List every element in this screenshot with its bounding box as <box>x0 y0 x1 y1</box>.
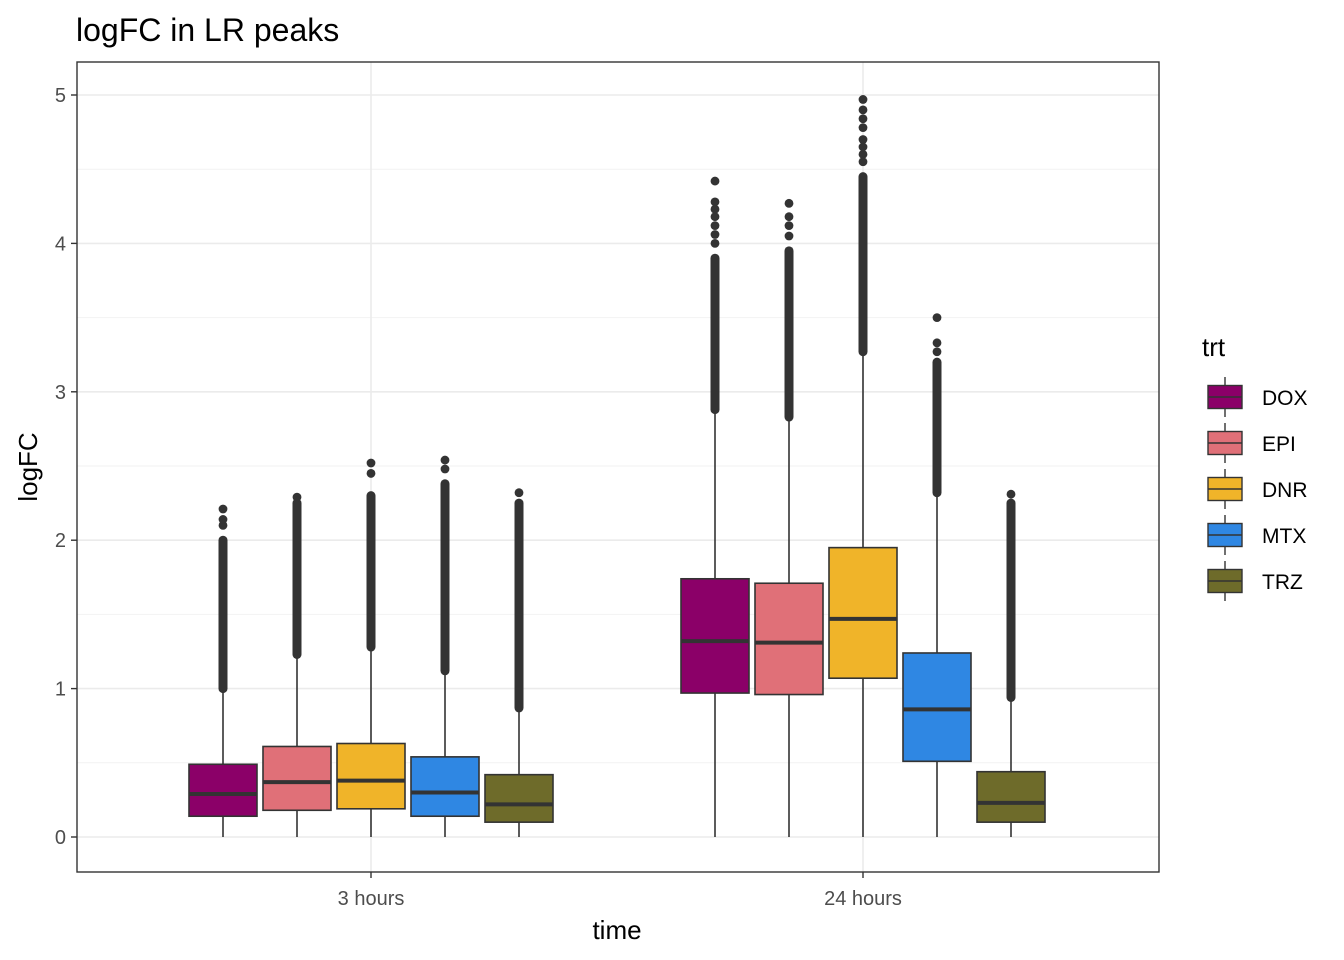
outlier-point <box>858 114 868 124</box>
outlier-point <box>514 488 524 498</box>
outlier-point <box>858 123 868 133</box>
outlier-point <box>440 464 450 474</box>
box-iqr <box>902 652 972 763</box>
box-iqr <box>262 745 332 812</box>
plot-panel-border <box>76 61 1160 873</box>
axes: 0 1 2 3 4 5 3 hours 24 hours <box>55 85 902 910</box>
legend-item-dox: DOX <box>1207 377 1308 417</box>
outlier-point <box>784 198 794 208</box>
box-mtx-24h <box>902 313 972 837</box>
legend-label: MTX <box>1262 525 1306 548</box>
legend-label: DNR <box>1262 479 1308 502</box>
legend-title: trt <box>1202 332 1226 362</box>
outlier-point <box>784 231 794 241</box>
legend-item-epi: EPI <box>1207 423 1296 463</box>
box-iqr <box>336 742 406 810</box>
y-tick-label: 5 <box>55 85 66 107</box>
outlier-point <box>292 492 302 502</box>
y-tick-label: 1 <box>55 679 66 701</box>
outlier-point <box>710 176 720 186</box>
outlier-point <box>366 469 376 478</box>
box-dox-3h <box>188 504 258 837</box>
x-axis-title: time <box>592 915 641 945</box>
outlier-point <box>710 212 720 222</box>
box-iqr <box>484 773 554 823</box>
legend-label: EPI <box>1262 433 1296 456</box>
outlier-point <box>858 135 868 144</box>
box-epi-24h <box>754 198 824 837</box>
y-axis-title: logFC <box>13 432 43 501</box>
outlier-point <box>366 458 376 468</box>
legend-item-mtx: MTX <box>1207 515 1306 555</box>
box-iqr <box>680 577 750 694</box>
outlier-point <box>710 239 720 248</box>
outlier-point <box>932 347 942 357</box>
x-tick-label: 3 hours <box>338 888 405 910</box>
legend-label: TRZ <box>1262 571 1303 594</box>
outlier-point <box>858 157 868 167</box>
outlier-point <box>710 204 720 214</box>
outlier-point <box>710 230 720 239</box>
box-dox-24h <box>680 176 750 837</box>
legend-label: DOX <box>1262 387 1308 410</box>
outlier-point <box>1006 489 1016 499</box>
legend-item-trz: TRZ <box>1207 561 1303 601</box>
box-mtx-3h <box>410 455 480 837</box>
outlier-point <box>710 221 720 230</box>
box-iqr <box>410 756 480 818</box>
plot-panel <box>77 62 1159 872</box>
outlier-point <box>218 515 228 524</box>
box-trz-3h <box>484 488 554 837</box>
box-iqr <box>828 546 898 680</box>
box-dnr-3h <box>336 458 406 837</box>
outlier-point <box>440 455 450 465</box>
box-iqr <box>976 770 1046 823</box>
y-tick-label: 4 <box>55 233 66 255</box>
outlier-point <box>784 221 794 230</box>
grid <box>77 62 1159 872</box>
outlier-point <box>932 313 942 322</box>
outlier-point <box>858 105 868 115</box>
y-tick-label: 3 <box>55 382 66 404</box>
outlier-point <box>932 338 942 348</box>
x-tick-label: 24 hours <box>824 888 902 910</box>
outlier-point <box>218 504 228 514</box>
boxplots <box>188 95 1046 837</box>
legend-item-dnr: DNR <box>1207 469 1308 509</box>
outlier-point <box>858 95 868 104</box>
box-iqr <box>188 763 258 818</box>
legend: trt DOX EPI DNR MTX TRZ <box>1202 332 1308 601</box>
outlier-point <box>858 142 868 152</box>
box-iqr <box>754 582 824 696</box>
box-dnr-24h <box>828 95 898 837</box>
box-epi-3h <box>262 492 332 837</box>
outlier-point <box>710 197 720 207</box>
y-tick-label: 2 <box>55 530 66 552</box>
outlier-point <box>784 212 794 222</box>
box-trz-24h <box>976 489 1046 837</box>
y-tick-label: 0 <box>55 827 66 849</box>
chart-title: logFC in LR peaks <box>76 12 339 48</box>
outlier-point <box>858 149 868 159</box>
